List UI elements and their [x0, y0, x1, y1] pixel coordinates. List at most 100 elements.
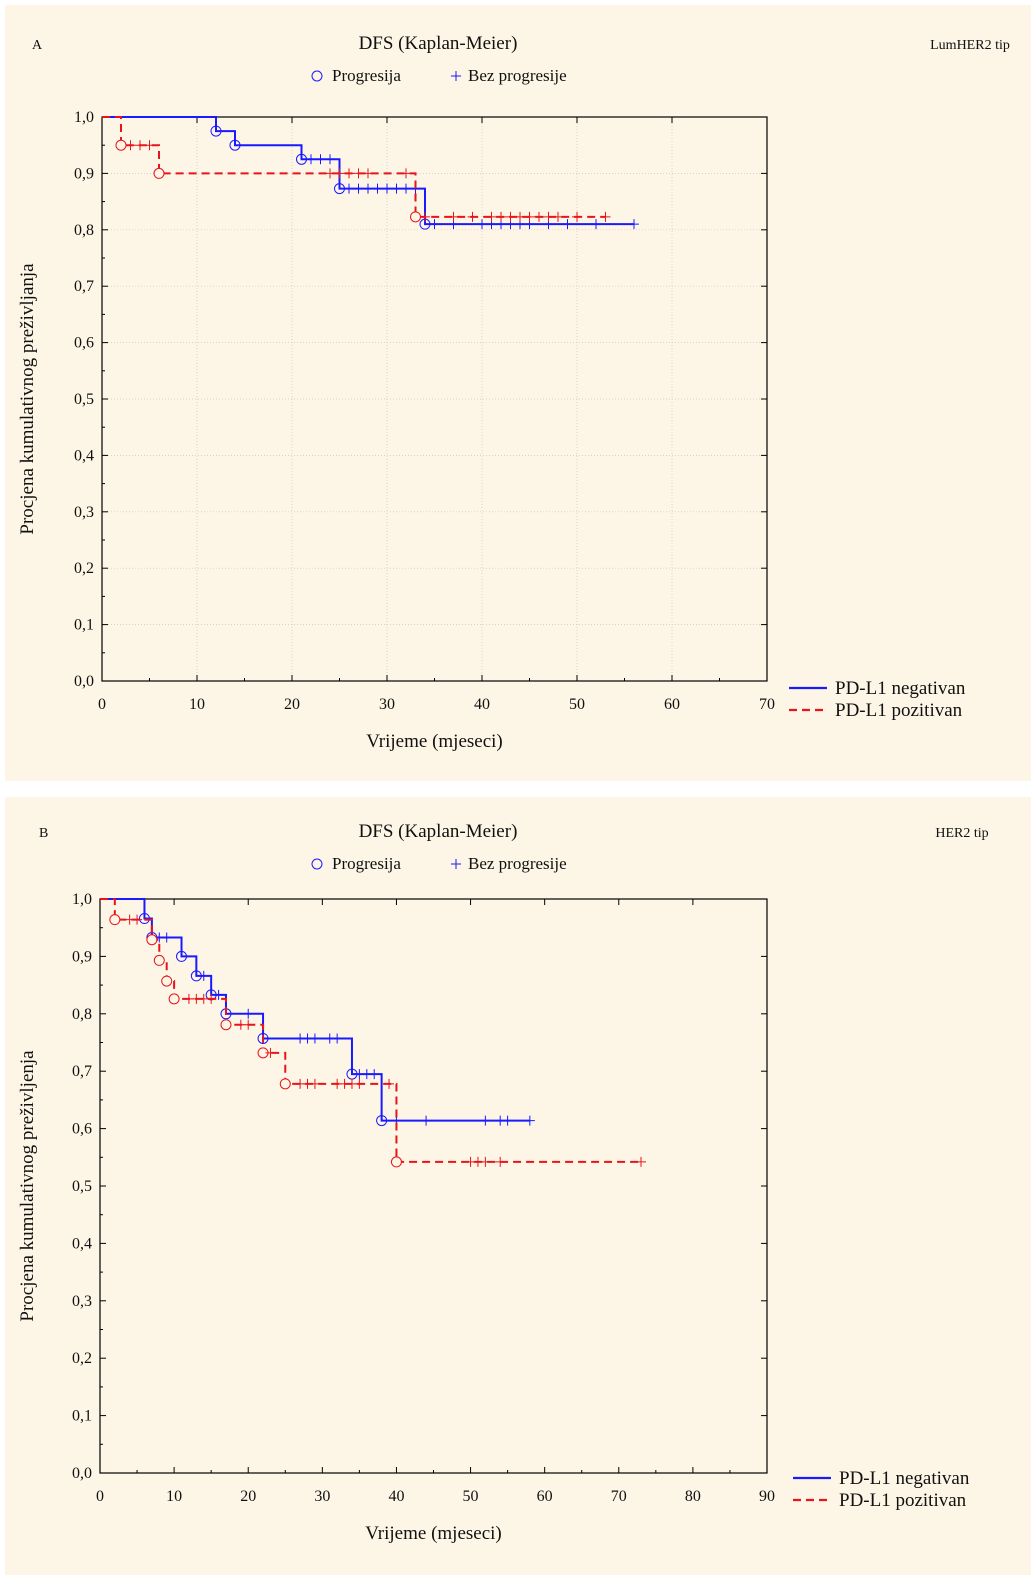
y-tick-label: 0,8	[74, 222, 94, 239]
censored-marker	[315, 154, 326, 165]
x-tick-label: 40	[388, 1488, 404, 1505]
chart-panel-a: A DFS (Kaplan-Meier) LumHER2 tip Progresija…	[5, 5, 1031, 781]
event-marker	[109, 914, 121, 926]
censored-marker	[306, 154, 316, 165]
censored-marker	[480, 1115, 491, 1126]
x-tick-label: 0	[96, 1488, 104, 1505]
censored-marker	[420, 211, 430, 222]
censored-marker	[421, 1115, 432, 1126]
censored-marker	[125, 140, 136, 151]
censored-marker	[325, 154, 335, 165]
y-tick-label: 0,4	[74, 447, 94, 464]
censored-marker	[344, 183, 354, 194]
event-marker	[410, 211, 421, 223]
event-marker	[376, 1115, 388, 1127]
progresija-legend-marker	[311, 70, 323, 82]
censored-marker	[572, 211, 582, 222]
event-marker	[176, 950, 188, 962]
chart-subtitle: HER2 tip	[935, 826, 988, 841]
censored-marker	[369, 1069, 380, 1080]
y-axis-label: Procjena kumulativnog preživljenja	[17, 1050, 38, 1322]
censored-marker	[391, 183, 402, 194]
censored-marker	[198, 970, 209, 981]
event-marker	[115, 139, 127, 151]
x-tick-label: 20	[284, 696, 300, 713]
censored-marker	[213, 989, 224, 1000]
chart-a-svg: A DFS (Kaplan-Meier) LumHER2 tip Progresija…	[17, 33, 1010, 752]
censored-marker	[243, 1019, 254, 1030]
y-axis-label: Procjena kumulativnog preživljanja	[17, 263, 38, 535]
chart-panel-b: B DFS (Kaplan-Meier) HER2 tip Progresija Bez…	[5, 797, 1031, 1575]
x-tick-label: 60	[537, 1488, 553, 1505]
y-tick-label: 0,6	[74, 335, 94, 352]
x-tick-label: 20	[240, 1488, 256, 1505]
plot-frame	[99, 898, 768, 1474]
grid-lines	[102, 117, 767, 681]
censored-marker	[591, 219, 601, 230]
censored-marker	[309, 1078, 320, 1089]
series-0	[100, 898, 535, 1127]
x-tick-label: 60	[664, 696, 680, 713]
event-marker	[146, 934, 158, 946]
y-tick-label: 0,0	[72, 1465, 92, 1482]
censored-marker	[382, 183, 392, 194]
series-legend-label: PD-L1 negativan	[835, 678, 966, 699]
censored-marker	[401, 183, 411, 194]
series-1	[102, 116, 611, 223]
event-marker	[168, 993, 180, 1005]
chart-subtitle: LumHER2 tip	[930, 38, 1010, 53]
x-tick-label: 10	[189, 696, 205, 713]
y-tick-label: 0,6	[72, 1121, 92, 1138]
censored-marker	[161, 932, 172, 943]
y-tick-label: 0,9	[72, 948, 92, 965]
censored-marker	[534, 211, 544, 222]
censored-marker	[524, 211, 535, 222]
y-tick-label: 0,1	[72, 1408, 92, 1425]
censored-marker	[354, 1078, 365, 1089]
censored-marker	[332, 1033, 343, 1044]
censored-marker	[600, 211, 611, 222]
censored-marker	[135, 140, 145, 151]
censored-marker	[480, 1156, 491, 1167]
x-tick-label: 50	[569, 696, 585, 713]
progresija-legend-label: Progresija	[332, 66, 401, 85]
y-tick-label: 0,2	[72, 1350, 92, 1367]
bez-progresije-legend-marker	[451, 859, 461, 869]
chart-title: DFS (Kaplan-Meier)	[359, 821, 518, 842]
censored-marker	[562, 219, 573, 230]
event-marker	[220, 1019, 232, 1031]
censored-marker	[477, 219, 487, 230]
censored-marker	[429, 219, 440, 230]
x-tick-label: 50	[463, 1488, 479, 1505]
x-tick-label: 70	[759, 696, 775, 713]
censored-marker	[309, 1033, 320, 1044]
x-tick-label: 30	[314, 1488, 330, 1505]
censored-marker	[334, 168, 345, 179]
event-marker	[153, 954, 165, 966]
x-tick-label: 40	[474, 696, 490, 713]
y-tick-label: 0,4	[72, 1235, 92, 1252]
bez-progresije-legend-label: Bez progresije	[468, 66, 567, 85]
x-tick-label: 0	[98, 696, 106, 713]
bez-progresije-legend-label: Bez progresije	[468, 854, 567, 873]
censored-marker	[265, 1047, 276, 1058]
y-tick-label: 0,9	[74, 165, 94, 182]
x-tick-label: 80	[685, 1488, 701, 1505]
progresija-legend-label: Progresija	[332, 854, 401, 873]
x-axis-label: Vrijeme (mjeseci)	[365, 1523, 502, 1544]
censored-marker	[353, 168, 364, 179]
series-legend-label: PD-L1 negativan	[839, 1468, 970, 1489]
censored-marker	[363, 183, 373, 194]
censored-marker	[496, 211, 506, 222]
censored-marker	[401, 168, 411, 179]
y-tick-label: 0,3	[74, 504, 94, 521]
y-tick-label: 0,1	[74, 617, 94, 634]
censored-marker	[524, 1115, 535, 1126]
censored-marker	[636, 1156, 647, 1167]
series-1	[100, 898, 647, 1168]
event-marker	[153, 167, 165, 179]
censored-marker	[515, 211, 525, 222]
x-tick-label: 10	[166, 1488, 182, 1505]
chart-b-svg: B DFS (Kaplan-Meier) HER2 tip Progresija Bez…	[17, 821, 989, 1544]
censored-marker	[363, 168, 373, 179]
